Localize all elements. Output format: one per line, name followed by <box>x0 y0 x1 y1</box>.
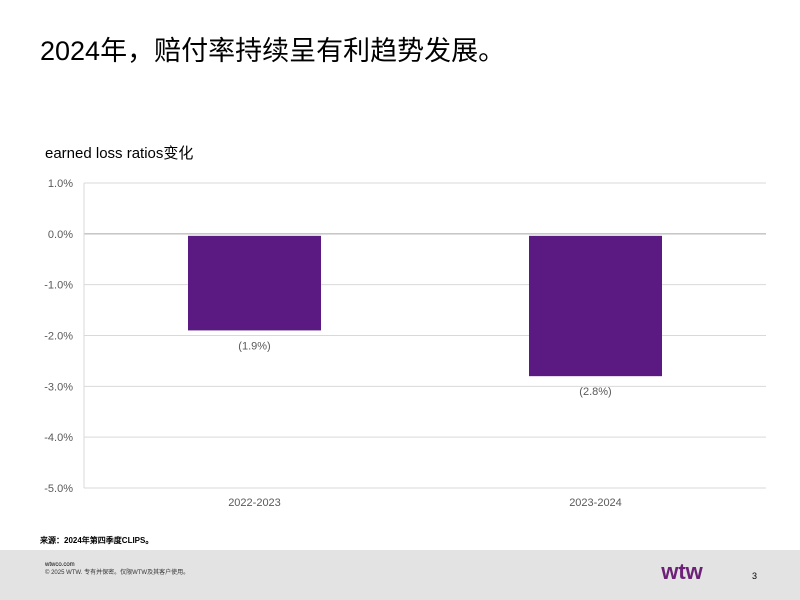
source-note: 来源：2024年第四季度CLIPS。 <box>40 536 154 545</box>
wtw-logo: wtw <box>660 559 703 584</box>
y-tick-label: 1.0% <box>48 178 73 190</box>
x-tick-label: 2023-2024 <box>569 497 622 509</box>
page-number: 3 <box>752 571 758 581</box>
bar <box>188 235 321 331</box>
y-tick-label: -1.0% <box>44 280 73 292</box>
slide-title: 2024年，赔付率持续呈有利趋势发展。 <box>40 36 506 66</box>
footer-website: wtwco.com <box>45 562 75 568</box>
y-tick-label: -2.0% <box>44 331 73 343</box>
y-tick-label: -3.0% <box>44 381 73 393</box>
data-label: (1.9%) <box>238 340 270 352</box>
wtw-logo-text: wtw <box>660 559 703 584</box>
y-tick-label: 0.0% <box>48 229 73 241</box>
footer: wtwco.com © 2025 WTW. 专有并保密。仅限WTW及其客户使用。… <box>0 550 800 600</box>
chart-title: earned loss ratios变化 <box>45 145 194 162</box>
bar-chart: 1.0% 0.0% -1.0% -2.0% -3.0% -4.0% -5.0% (1.9%) 2… <box>44 178 766 509</box>
y-tick-label: -4.0% <box>44 432 73 444</box>
bar <box>529 235 662 377</box>
data-label: (2.8%) <box>579 386 611 398</box>
y-tick-label: -5.0% <box>44 483 73 495</box>
footer-copyright: © 2025 WTW. 专有并保密。仅限WTW及其客户使用。 <box>45 570 190 576</box>
x-tick-label: 2022-2023 <box>228 497 281 509</box>
